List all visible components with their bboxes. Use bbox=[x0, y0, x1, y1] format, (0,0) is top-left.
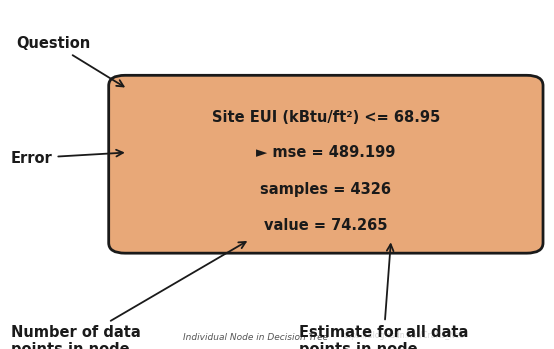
Text: Error: Error bbox=[11, 150, 123, 165]
Text: samples = 4326: samples = 4326 bbox=[260, 182, 391, 197]
Text: ► mse = 489.199: ► mse = 489.199 bbox=[256, 145, 396, 160]
Text: Number of data
points in node: Number of data points in node bbox=[11, 242, 246, 349]
Text: Estimate for all data
points in node: Estimate for all data points in node bbox=[299, 244, 468, 349]
Text: Site EUI (kBtu/ft²) <= 68.95: Site EUI (kBtu/ft²) <= 68.95 bbox=[212, 110, 440, 125]
FancyBboxPatch shape bbox=[109, 75, 543, 253]
Text: value = 74.265: value = 74.265 bbox=[264, 218, 388, 233]
Text: Question: Question bbox=[17, 36, 124, 87]
Text: Individual Node in Decision Tree: Individual Node in Decision Tree bbox=[183, 333, 328, 342]
Text: https://blog.csdn.net/Crafts_Neo: https://blog.csdn.net/Crafts_Neo bbox=[340, 332, 464, 340]
